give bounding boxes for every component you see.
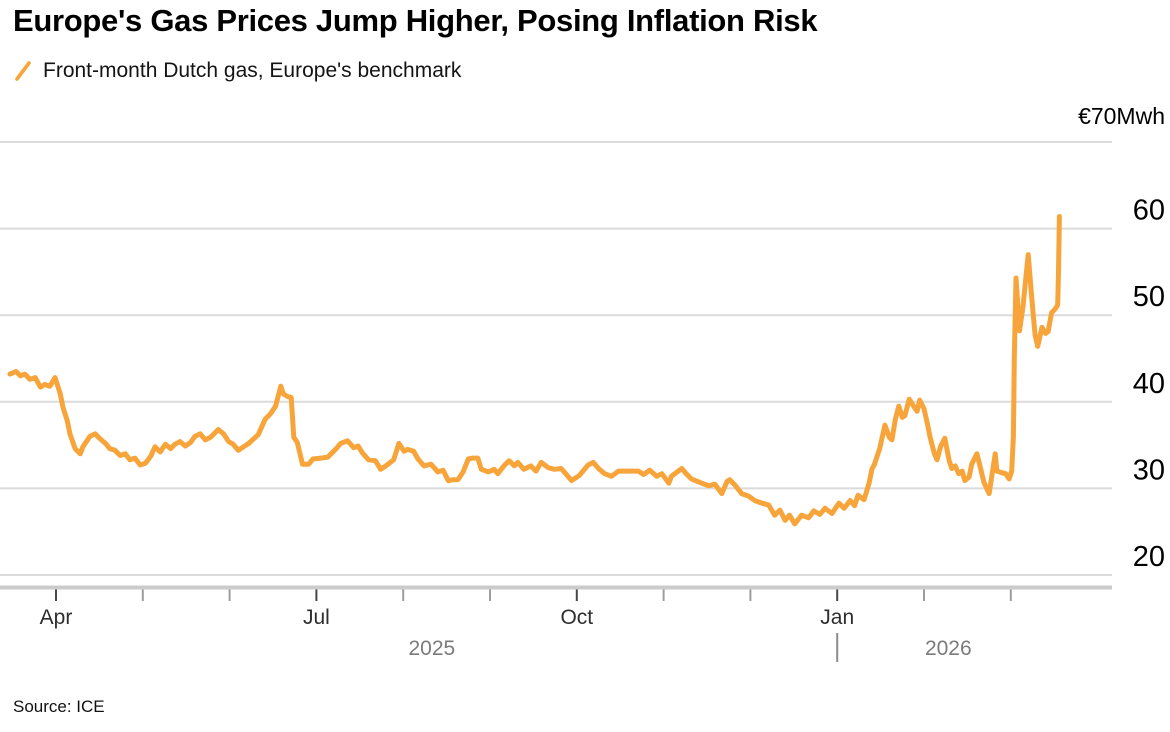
y-tick-label: 40 — [1133, 368, 1165, 400]
y-tick-label: 30 — [1133, 454, 1165, 486]
legend-label: Front-month Dutch gas, Europe's benchmar… — [43, 59, 462, 82]
source-note: Source: ICE — [13, 697, 105, 716]
x-tick-label: Apr — [40, 606, 73, 629]
y-axis-unit-label: €70Mwh — [1078, 103, 1165, 129]
year-label: 2026 — [925, 637, 972, 660]
x-tick-label: Jul — [303, 606, 330, 629]
chart-title: Europe's Gas Prices Jump Higher, Posing … — [13, 3, 818, 38]
y-tick-label: 20 — [1133, 541, 1165, 573]
y-tick-label: 50 — [1133, 281, 1165, 313]
series-legend: Front-month Dutch gas, Europe's benchmar… — [13, 59, 461, 83]
legend-slash-icon — [15, 61, 31, 81]
year-label: 2025 — [408, 637, 455, 660]
x-axis-line — [0, 585, 1112, 590]
y-tick-label: 60 — [1133, 195, 1165, 227]
price-line-series — [7, 214, 1062, 527]
x-tick-label: Oct — [560, 606, 593, 629]
x-tick-label: Jan — [820, 606, 854, 629]
